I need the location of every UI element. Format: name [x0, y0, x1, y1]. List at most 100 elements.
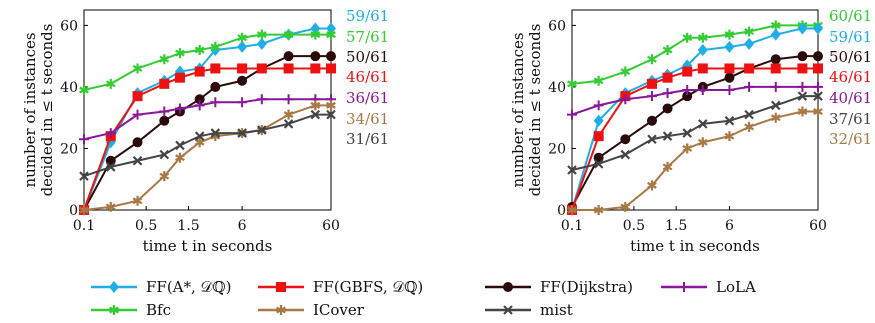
data-point	[283, 119, 294, 129]
series-end-label: 37/61	[829, 110, 872, 128]
data-point	[310, 109, 321, 120]
data-point	[105, 128, 116, 139]
data-point	[105, 78, 116, 89]
data-point	[210, 128, 221, 138]
data-point	[662, 161, 673, 172]
data-point	[770, 54, 781, 65]
series-end-label: 59/61	[829, 28, 872, 46]
data-point	[194, 100, 205, 111]
data-point	[797, 106, 808, 117]
data-point	[813, 91, 823, 101]
data-point	[813, 106, 823, 117]
series-0: 59/61	[79, 7, 389, 216]
data-point	[326, 22, 336, 35]
data-point	[79, 205, 89, 215]
data-point	[682, 85, 693, 95]
data-point	[770, 81, 781, 92]
data-point	[210, 63, 221, 74]
data-point	[662, 72, 673, 83]
data-point	[744, 37, 755, 50]
data-point	[567, 109, 577, 120]
y-tick-label: 60	[60, 18, 78, 34]
data-point	[326, 100, 336, 111]
series-6: 31/61	[79, 109, 389, 181]
data-point	[770, 100, 781, 111]
data-point	[662, 88, 673, 99]
series-3: 46/61	[567, 63, 872, 215]
series-line	[83, 55, 331, 211]
data-point	[682, 91, 693, 102]
data-point	[620, 201, 631, 212]
data-point	[682, 66, 693, 77]
series-3: 46/61	[79, 63, 389, 215]
data-point	[132, 109, 143, 120]
legend-item: LoLA	[661, 278, 756, 296]
series-end-label: 60/61	[829, 7, 872, 25]
series-line	[83, 33, 331, 91]
data-point	[237, 75, 248, 86]
series-6: 32/61	[567, 106, 872, 215]
data-point	[744, 109, 754, 120]
y-tick-label: 20	[548, 141, 566, 157]
legend-item: FF(Dijkstra)	[485, 278, 633, 296]
data-point	[620, 134, 631, 145]
data-point	[194, 131, 205, 141]
data-point	[797, 81, 808, 92]
data-point	[682, 128, 692, 138]
data-point	[283, 94, 294, 105]
legend-item: Bfc	[91, 301, 171, 319]
data-point	[724, 63, 735, 74]
data-point	[724, 40, 735, 53]
data-point	[159, 115, 170, 126]
data-point	[593, 159, 604, 169]
x-tick-label: 1.5	[177, 218, 199, 234]
data-point	[646, 78, 657, 89]
data-point	[105, 201, 116, 212]
x-tick-label: 60	[322, 218, 340, 234]
data-point	[647, 134, 657, 145]
data-point	[194, 45, 205, 55]
data-point	[326, 51, 336, 62]
data-point	[567, 78, 577, 89]
data-point	[194, 137, 205, 148]
y-tick-label: 0	[69, 203, 78, 219]
plot-frame	[83, 9, 332, 211]
data-point	[797, 91, 808, 101]
data-point	[194, 66, 205, 77]
series-end-label: 46/61	[829, 68, 872, 86]
data-point	[724, 72, 735, 83]
data-point	[593, 114, 604, 127]
data-point	[647, 54, 657, 65]
data-point	[682, 32, 693, 43]
data-point	[593, 100, 604, 111]
data-point	[593, 75, 604, 86]
data-point	[813, 22, 823, 35]
x-tick-label: 6	[725, 218, 734, 234]
data-point	[647, 180, 657, 191]
y-tick-label: 60	[548, 18, 566, 34]
y-axis-title: decided in ≤ t seconds	[38, 24, 56, 197]
series-end-label: 36/61	[346, 89, 389, 107]
data-point	[744, 63, 755, 74]
data-point	[593, 131, 604, 142]
data-point	[283, 51, 294, 62]
right-chart-panel: 0 20 40 60 0.1 0.5 1.5 6 60 time t in seconds numb…	[509, 7, 872, 255]
series-5: 34/61	[79, 100, 389, 215]
series-1: 57/61	[79, 28, 389, 95]
x-axis-title: time t in seconds	[143, 237, 273, 255]
data-point	[770, 63, 781, 74]
y-axis-title: decided in ≤ t seconds	[526, 24, 544, 197]
data-point	[283, 109, 294, 120]
data-point	[797, 51, 808, 62]
series-0: 60/61	[567, 7, 872, 89]
legend-marker	[109, 305, 119, 315]
data-point	[257, 125, 267, 135]
legend-marker	[503, 282, 513, 292]
data-point	[662, 131, 673, 141]
data-point	[813, 51, 823, 62]
data-point	[724, 115, 735, 126]
series-2: 50/61	[79, 48, 389, 215]
legend-label: LoLA	[716, 278, 756, 296]
data-point	[620, 94, 631, 105]
data-point	[698, 119, 708, 129]
